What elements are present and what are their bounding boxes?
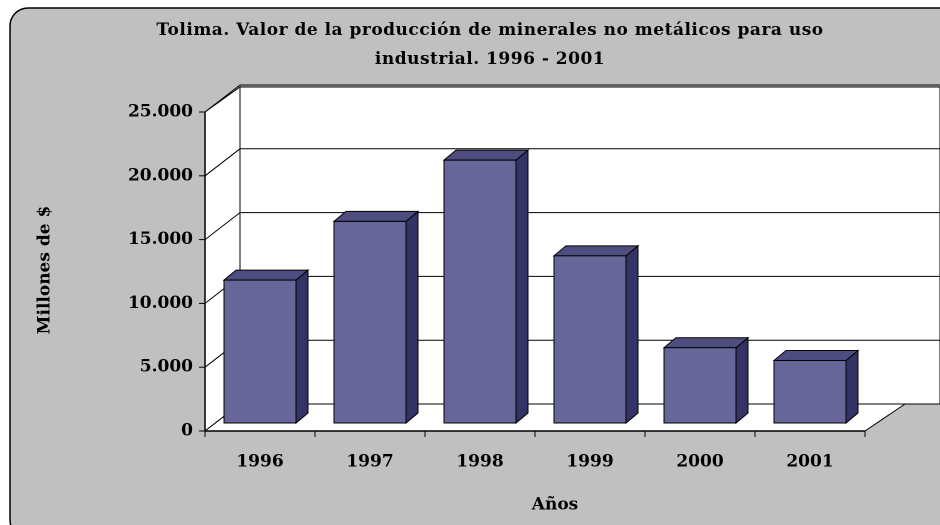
x-tick-label: 2001 [786, 452, 833, 472]
bar-top [332, 210, 420, 222]
grid-line [204, 148, 241, 177]
bar-top [552, 245, 640, 257]
bar [773, 359, 847, 424]
bar-top [772, 349, 860, 361]
x-axis-label: Años [531, 495, 578, 515]
bar-side [515, 149, 529, 425]
y-tick-label: 5.000 [140, 357, 193, 377]
y-tick-label: 0 [181, 421, 193, 441]
x-tick-label: 1999 [566, 452, 613, 472]
x-tick-label: 1996 [236, 452, 283, 472]
y-tick-label: 15.000 [128, 229, 193, 249]
bar [443, 159, 517, 424]
y-tick-label: 10.000 [128, 293, 193, 313]
bar-top [442, 149, 530, 161]
bar [223, 279, 297, 424]
bar-side [735, 336, 749, 425]
x-tick-label: 2000 [676, 452, 723, 472]
y-axis-label: Millones de $ [35, 206, 55, 335]
bar-side [405, 210, 419, 425]
bar [663, 347, 737, 424]
y-tick-label: 25.000 [128, 102, 193, 122]
bar [333, 220, 407, 424]
bar-side [845, 349, 859, 425]
x-tick-label: 1997 [346, 452, 393, 472]
bars [222, 149, 860, 425]
bar [553, 255, 627, 424]
bar-top [662, 337, 750, 349]
grid-line [204, 84, 241, 113]
grid-line [204, 212, 241, 240]
x-tick-label: 1998 [456, 452, 503, 472]
bar-side [625, 244, 639, 425]
bar-side [295, 269, 309, 425]
chart-title: Tolima. Valor de la producción de minera… [156, 20, 824, 69]
y-tick-label: 20.000 [128, 165, 193, 185]
bar-top [222, 269, 310, 281]
